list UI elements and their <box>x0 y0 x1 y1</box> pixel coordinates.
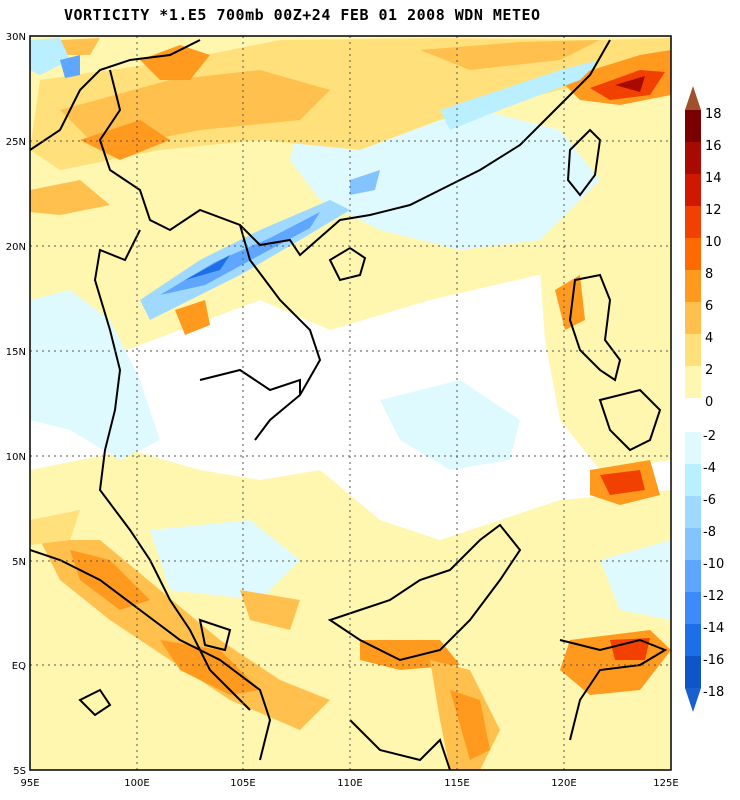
legend-label-6: 6 <box>705 299 713 314</box>
legend-label-minus-16: -16 <box>703 653 724 668</box>
legend-label-minus-14: -14 <box>703 621 724 636</box>
legend-label-8: 8 <box>705 267 713 282</box>
lat-tick-10n: 10N <box>6 452 26 463</box>
legend-swatch-pos-5 <box>685 270 701 302</box>
lon-tick-105e: 105E <box>230 778 255 789</box>
legend-swatch-neg-2 <box>685 496 701 528</box>
map-frame <box>29 35 672 771</box>
legend-label-12: 12 <box>705 203 722 218</box>
lon-tick-110e: 110E <box>337 778 362 789</box>
legend-label-16: 16 <box>705 139 722 154</box>
legend-label-0: 0 <box>705 395 713 410</box>
legend-top-arrow <box>685 86 701 110</box>
legend-label-10: 10 <box>705 235 722 250</box>
legend-label-minus-8: -8 <box>703 525 716 540</box>
legend-label-2: 2 <box>705 363 713 378</box>
lon-tick-120e: 120E <box>551 778 576 789</box>
lat-tick-labels: 30N 25N 20N 15N 10N 5N EQ 5S <box>6 32 26 777</box>
legend-swatch-neg-7 <box>685 656 701 688</box>
legend-swatch-neg-1 <box>685 464 701 496</box>
lon-tick-115e: 115E <box>444 778 469 789</box>
lat-tick-5s: 5S <box>13 766 26 777</box>
legend-swatch-neg-0 <box>685 432 701 464</box>
coastlines <box>30 39 668 770</box>
graticule <box>30 36 671 770</box>
legend-swatch-pos-0 <box>685 110 701 142</box>
legend-label-18: 18 <box>705 107 722 122</box>
legend-label-minus-10: -10 <box>703 557 724 572</box>
legend-label-minus-18: -18 <box>703 685 724 700</box>
map-title: VORTICITY *1.E5 700mb 00Z+24 FEB 01 2008… <box>64 6 541 24</box>
lat-tick-25n: 25N <box>6 137 26 148</box>
legend-swatch-pos-1 <box>685 142 701 174</box>
legend-swatch-neg-6 <box>685 624 701 656</box>
lon-tick-95e: 95E <box>20 778 39 789</box>
legend-label-14: 14 <box>705 171 722 186</box>
legend-swatch-pos-3 <box>685 206 701 238</box>
lon-tick-labels: 95E 100E 105E 110E 115E 120E 125E <box>20 778 678 789</box>
legend-swatch-pos-2 <box>685 174 701 206</box>
lat-tick-eq: EQ <box>12 661 26 672</box>
lon-tick-125e: 125E <box>653 778 678 789</box>
lat-tick-30n: 30N <box>6 32 26 43</box>
legend-label-minus-12: -12 <box>703 589 724 604</box>
legend-bottom-arrow <box>685 688 701 712</box>
lat-tick-20n: 20N <box>6 242 26 253</box>
lon-tick-100e: 100E <box>124 778 149 789</box>
legend-label-4: 4 <box>705 331 713 346</box>
legend-swatch-pos-7 <box>685 334 701 366</box>
legend-label-minus-2: -2 <box>703 429 716 444</box>
legend-swatch-pos-8 <box>685 366 701 398</box>
lat-tick-15n: 15N <box>6 347 26 358</box>
legend-label-minus-6: -6 <box>703 493 716 508</box>
legend-swatch-neg-5 <box>685 592 701 624</box>
legend-swatch-neg-3 <box>685 528 701 560</box>
legend-label-minus-4: -4 <box>703 461 716 476</box>
color-legend: 18 16 14 12 10 8 6 4 2 0 -2 -4 -6 -8 -10… <box>685 86 724 712</box>
lat-tick-5n: 5N <box>12 557 26 568</box>
legend-swatch-pos-4 <box>685 238 701 270</box>
legend-swatch-neg-4 <box>685 560 701 592</box>
legend-swatch-pos-6 <box>685 302 701 334</box>
